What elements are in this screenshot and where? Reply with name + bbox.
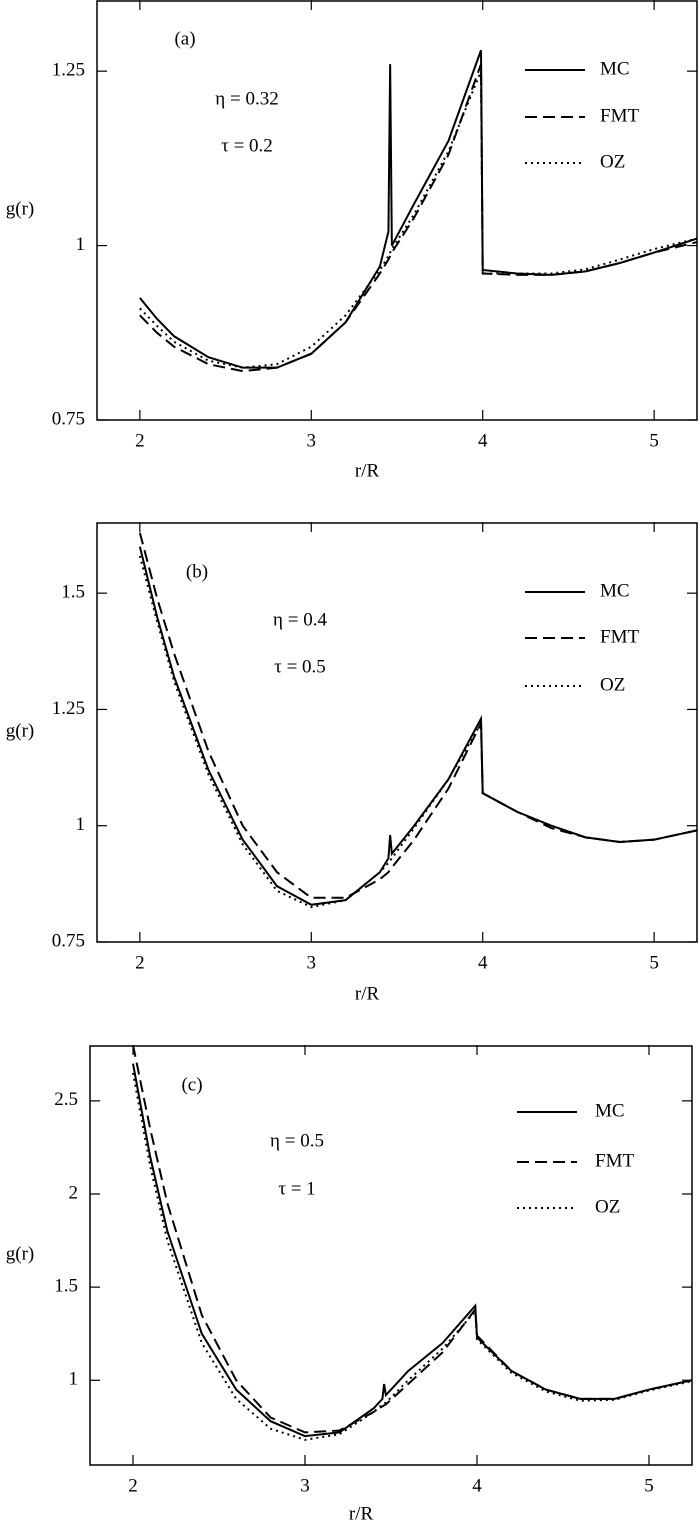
y-tick-label: 1.25 <box>52 698 85 719</box>
y-tick-label: 0.75 <box>52 930 85 951</box>
series-line <box>138 532 697 899</box>
annotation: τ = 1 <box>278 1178 315 1199</box>
series-line <box>132 1045 692 1434</box>
y-tick-label: 1.25 <box>52 60 85 81</box>
y-tick-label: 2.5 <box>54 1089 78 1110</box>
plot-frame <box>89 1045 693 1466</box>
series-line <box>132 1072 692 1441</box>
y-tick-label: 1 <box>69 1369 79 1390</box>
annotation: τ = 0.2 <box>221 135 273 156</box>
x-axis-label: r/R <box>355 983 380 1004</box>
y-axis-label: g(r) <box>6 720 34 741</box>
annotation: (a) <box>174 28 195 49</box>
x-tick-label: 3 <box>300 1475 310 1496</box>
y-tick-label: 0.75 <box>52 408 85 429</box>
x-tick-label: 2 <box>135 430 145 451</box>
legend-label: MC <box>600 58 630 79</box>
x-axis-label: r/R <box>349 1503 374 1524</box>
y-tick-label: 2 <box>69 1182 79 1203</box>
x-axis-label: r/R <box>355 460 380 481</box>
x-tick-label: 3 <box>307 952 317 973</box>
series-line <box>139 70 697 369</box>
legend-label: MC <box>595 1100 625 1121</box>
y-tick-label: 1 <box>76 814 86 835</box>
legend-label: FMT <box>600 105 639 126</box>
x-tick-label: 4 <box>478 430 488 451</box>
annotation: (c) <box>181 1074 202 1095</box>
y-tick-label: 1.5 <box>54 1275 78 1296</box>
legend-label: MC <box>600 580 630 601</box>
legend-label: OZ <box>600 151 625 172</box>
y-tick-label: 1 <box>76 234 86 255</box>
x-tick-label: 4 <box>472 1475 482 1496</box>
x-tick-label: 2 <box>128 1475 138 1496</box>
y-tick-label: 1.5 <box>61 582 85 603</box>
x-tick-label: 5 <box>649 952 659 973</box>
plot-frame <box>96 522 698 943</box>
legend-label: OZ <box>595 1196 620 1217</box>
legend-label: OZ <box>600 674 625 695</box>
x-tick-label: 4 <box>478 952 488 973</box>
annotation: (b) <box>186 561 208 582</box>
x-tick-label: 3 <box>307 430 317 451</box>
series-line <box>139 49 697 369</box>
series-line <box>138 555 697 909</box>
series-line <box>132 1063 692 1438</box>
y-axis-label: g(r) <box>6 198 34 219</box>
x-tick-label: 2 <box>135 952 145 973</box>
x-tick-label: 5 <box>649 430 659 451</box>
legend-label: FMT <box>595 1150 634 1171</box>
plot-frame <box>96 0 698 421</box>
legend-label: FMT <box>600 626 639 647</box>
annotation: η = 0.32 <box>215 88 278 109</box>
annotation: τ = 0.5 <box>274 656 326 677</box>
annotation: η = 0.5 <box>270 1130 324 1151</box>
series-line <box>138 546 697 906</box>
x-tick-label: 5 <box>644 1475 654 1496</box>
annotation: η = 0.4 <box>273 609 327 630</box>
y-axis-label: g(r) <box>6 1243 34 1264</box>
